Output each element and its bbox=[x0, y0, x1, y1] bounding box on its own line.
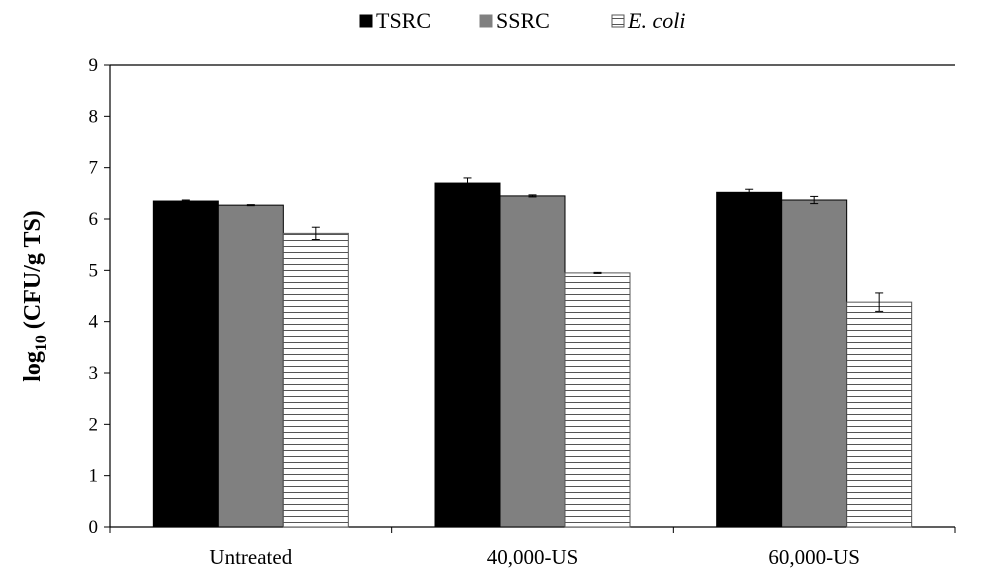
legend: TSRC SSRC E. coli bbox=[359, 8, 685, 33]
x-tick-label: 60,000-US bbox=[768, 545, 860, 569]
y-tick-label: 0 bbox=[89, 517, 99, 538]
y-axis-title: log10 (CFU/g TS) bbox=[20, 210, 50, 382]
x-axis: Untreated 40,000-US 60,000-US bbox=[109, 526, 956, 569]
y-axis: 0 1 2 3 4 5 6 7 8 9 bbox=[89, 55, 111, 538]
y-tick-label: 5 bbox=[89, 260, 99, 281]
x-tick-label: 40,000-US bbox=[487, 545, 579, 569]
y-axis-label: log10 (CFU/g TS) bbox=[20, 210, 50, 382]
y-tick-label: 7 bbox=[89, 158, 99, 179]
bar-e-coli bbox=[564, 272, 631, 528]
y-tick-label: 4 bbox=[89, 312, 99, 333]
y-tick-label: 3 bbox=[89, 363, 99, 384]
legend-label: E. coli bbox=[627, 8, 685, 33]
y-tick-label: 1 bbox=[89, 466, 99, 487]
bar-tsrc bbox=[152, 200, 219, 528]
bar-ssrc bbox=[781, 199, 848, 528]
legend-label: TSRC bbox=[376, 8, 431, 33]
bar-tsrc bbox=[434, 182, 501, 528]
x-tick-label: Untreated bbox=[209, 545, 292, 569]
y-tick-label: 9 bbox=[89, 55, 99, 76]
bar-e-coli bbox=[282, 232, 349, 528]
legend-swatch bbox=[359, 14, 373, 28]
bars bbox=[152, 182, 913, 528]
y-tick-label: 6 bbox=[89, 209, 99, 230]
bar-ssrc bbox=[499, 195, 566, 528]
bar-e-coli bbox=[846, 301, 913, 528]
legend-swatch bbox=[479, 14, 493, 28]
y-tick-label: 2 bbox=[89, 414, 99, 435]
bar-ssrc bbox=[217, 204, 284, 528]
error-bars bbox=[181, 177, 884, 312]
legend-label: SSRC bbox=[496, 8, 550, 33]
y-tick-label: 8 bbox=[89, 106, 99, 127]
legend-swatch bbox=[611, 14, 625, 28]
bar-tsrc bbox=[716, 191, 783, 528]
